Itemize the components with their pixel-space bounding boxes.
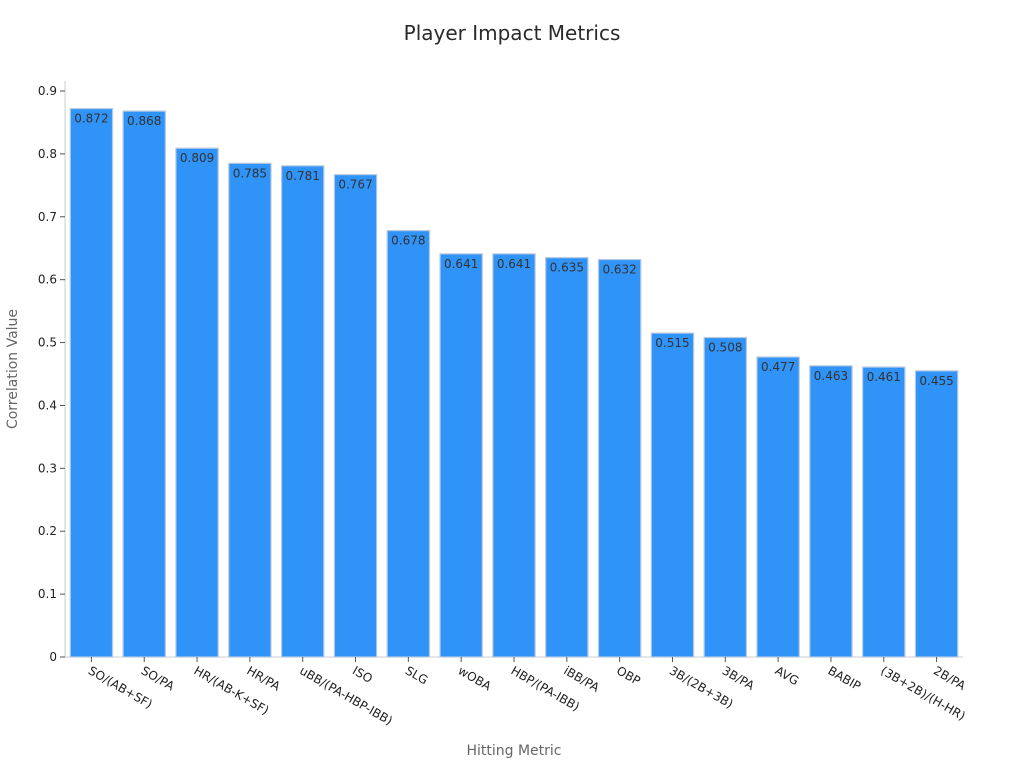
x-tick-label: wOBA [456,663,495,693]
bar-data-label: 0.515 [655,336,689,350]
bar-data-label: 0.455 [919,374,953,388]
x-axis-ticks: SO/(AB+SF)SO/PA HR/(AB-K+SF)HR/PA uBB/(PA-… [86,657,969,728]
bar-data-label: 0.678 [391,234,425,248]
bar-data-label: 0.641 [444,257,478,271]
bars-group: 0.872 0.868 0.809 0.785 0.781 0.767 0.678 0.641… [69,108,959,658]
bar-data-label: 0.809 [180,151,214,165]
bar [545,257,589,658]
bar [175,147,219,658]
x-tick-label: SLG [403,663,430,687]
bar [597,258,642,658]
bar-data-label: 0.868 [127,114,161,128]
x-tick-label: HR/PA [244,663,283,694]
bar-data-label: 0.641 [497,257,531,271]
bar [492,253,536,658]
bar-data-label: 0.508 [708,341,742,355]
bar-data-label: 0.872 [74,112,108,126]
x-tick-label: ISO [350,663,375,685]
x-tick-label: uBB/(PA-HBP-IBB) [297,663,395,728]
x-tick-label: OBP [614,663,643,688]
bar-data-label: 0.461 [867,370,901,384]
x-tick-label: AVG [773,663,802,688]
bar-data-label: 0.767 [338,178,372,192]
y-tick-label: 0.8 [38,147,57,161]
x-tick-label: 2B/PA [931,663,969,693]
bar [122,110,166,658]
y-tick-label: 0.6 [38,273,57,287]
bar [756,356,800,658]
bar-data-label: 0.477 [761,360,795,374]
bar [333,174,378,658]
bar [69,108,114,658]
x-axis-title: Hitting Metric [466,743,561,759]
y-tick-label: 0 [49,650,57,664]
y-axis-title: Correlation Value [5,309,21,429]
bar [280,165,325,658]
bar [228,162,272,658]
bar [386,230,431,658]
x-tick-label: BABIP [825,663,863,693]
y-tick-label: 0.5 [38,336,57,350]
bar-data-label: 0.635 [550,261,584,275]
y-tick-label: 0.9 [38,84,57,98]
y-tick-label: 0.4 [38,398,57,412]
bar [862,366,906,658]
bar-data-label: 0.785 [233,166,267,180]
bar [703,336,748,658]
x-tick-label: 3B/PA [720,663,758,693]
chart-title: Player Impact Metrics [404,21,621,45]
bar [914,370,959,658]
bar [809,365,853,658]
bar [650,332,695,658]
y-axis-ticks: 0 0.1 0.2 0.3 0.4 0.5 0.6 0.7 0.8 0.9 [38,84,65,664]
y-tick-label: 0.2 [38,524,57,538]
y-tick-label: 0.3 [38,461,57,475]
bar-data-label: 0.632 [602,263,636,277]
x-tick-label: iBB/PA [561,663,602,695]
bar [439,253,483,658]
y-tick-label: 0.1 [38,587,57,601]
x-tick-label: SO/PA [139,663,178,693]
bar-data-label: 0.463 [814,369,848,383]
y-tick-label: 0.7 [38,210,57,224]
bar-data-label: 0.781 [286,169,320,183]
